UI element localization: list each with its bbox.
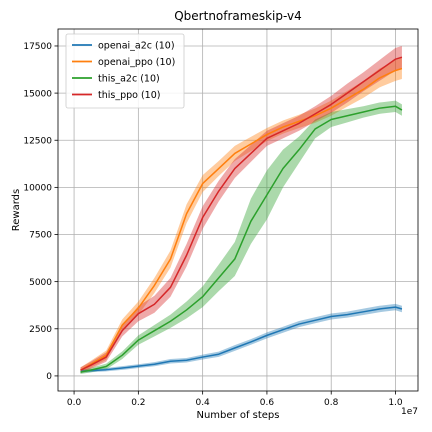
y-tick-label: 15000 bbox=[23, 89, 52, 99]
series-line-0 bbox=[80, 306, 403, 372]
x-tick-label: 0.2 bbox=[131, 398, 145, 408]
y-tick-label: 10000 bbox=[23, 184, 52, 194]
legend-frame bbox=[65, 33, 185, 109]
x-tick-label: 0.4 bbox=[195, 398, 210, 408]
series-band-2 bbox=[80, 100, 402, 375]
series-line-3 bbox=[80, 56, 403, 371]
series-band-0 bbox=[80, 303, 402, 373]
legend-label: this_ppo (10) bbox=[98, 90, 160, 101]
legend: openai_a2c (10) openai_ppo (10) this_a2c (… bbox=[65, 33, 185, 109]
y-axis-ticks: 0 2500 5000 7500 10000 12500 15000 17500 bbox=[23, 42, 58, 382]
x-tick-label: 0.6 bbox=[260, 398, 275, 408]
y-tick-label: 5000 bbox=[29, 278, 52, 288]
series-line-2 bbox=[80, 105, 403, 373]
y-axis-label: Rewards bbox=[11, 189, 22, 231]
x-tick-label: 0.8 bbox=[324, 398, 339, 408]
legend-label: openai_a2c (10) bbox=[98, 40, 175, 51]
y-tick-label: 12500 bbox=[23, 136, 52, 146]
x-tick-label: 0.0 bbox=[67, 398, 82, 408]
y-tick-label: 7500 bbox=[29, 231, 52, 241]
x-axis-ticks: 0.0 0.2 0.4 0.6 0.8 1.0 bbox=[67, 391, 403, 408]
series-band-3 bbox=[80, 45, 402, 374]
series-lines bbox=[80, 56, 403, 373]
x-axis-label: Number of steps bbox=[196, 410, 279, 421]
y-tick-label: 0 bbox=[46, 372, 52, 382]
x-tick-label: 1.0 bbox=[388, 398, 403, 408]
legend-label: openai_ppo (10) bbox=[98, 57, 175, 68]
y-tick-label: 2500 bbox=[29, 325, 52, 335]
chart-title: Qbertnoframeskip-v4 bbox=[174, 9, 302, 23]
y-tick-label: 17500 bbox=[23, 42, 52, 52]
x-axis-offset-text: 1e7 bbox=[401, 407, 418, 417]
legend-label: this_a2c (10) bbox=[98, 73, 160, 84]
series-line-1 bbox=[80, 67, 403, 371]
plot-frame bbox=[57, 28, 419, 392]
